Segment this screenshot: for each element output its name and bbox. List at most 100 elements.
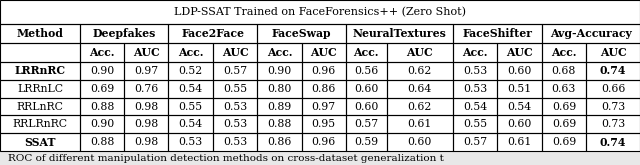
Text: 0.57: 0.57 xyxy=(354,119,378,129)
Text: 0.60: 0.60 xyxy=(508,119,532,129)
Bar xyxy=(213,62,257,80)
Bar xyxy=(497,43,541,62)
Text: Deepfakes: Deepfakes xyxy=(92,28,156,39)
Text: 0.53: 0.53 xyxy=(463,84,487,94)
Bar xyxy=(453,24,541,43)
Bar xyxy=(541,43,586,62)
Text: LRRnRC: LRRnRC xyxy=(14,65,65,76)
Text: AUC: AUC xyxy=(133,47,160,58)
Text: 0.55: 0.55 xyxy=(179,101,203,112)
Text: 0.57: 0.57 xyxy=(463,137,487,147)
Bar xyxy=(80,98,124,115)
Bar xyxy=(0,133,80,151)
Bar xyxy=(168,62,213,80)
Bar xyxy=(168,98,213,115)
Text: Acc.: Acc. xyxy=(267,47,292,58)
Bar xyxy=(80,133,124,151)
Text: 0.62: 0.62 xyxy=(408,66,432,76)
Bar xyxy=(301,98,346,115)
Bar xyxy=(257,62,301,80)
Text: 0.98: 0.98 xyxy=(134,101,159,112)
Text: 0.90: 0.90 xyxy=(90,119,114,129)
Text: 0.95: 0.95 xyxy=(312,119,336,129)
Bar xyxy=(213,115,257,133)
Text: 0.69: 0.69 xyxy=(552,119,576,129)
Bar xyxy=(586,98,640,115)
Bar xyxy=(387,62,453,80)
Bar xyxy=(541,43,586,62)
Bar xyxy=(497,62,541,80)
Text: 0.60: 0.60 xyxy=(508,66,532,76)
Bar xyxy=(0,80,80,98)
Text: RRLRnRC: RRLRnRC xyxy=(12,119,67,129)
Bar xyxy=(257,80,301,98)
Text: 0.53: 0.53 xyxy=(223,119,247,129)
Bar xyxy=(0,24,80,43)
Bar xyxy=(387,80,453,98)
Bar xyxy=(168,115,213,133)
Text: Face2Face: Face2Face xyxy=(181,28,244,39)
Text: 0.74: 0.74 xyxy=(600,65,626,76)
Bar xyxy=(124,80,168,98)
Text: 0.60: 0.60 xyxy=(354,84,378,94)
Text: AUC: AUC xyxy=(506,47,533,58)
Bar xyxy=(586,62,640,80)
Bar xyxy=(346,43,387,62)
Text: 0.88: 0.88 xyxy=(90,101,114,112)
Text: Method: Method xyxy=(17,28,63,39)
Bar xyxy=(346,98,387,115)
Bar xyxy=(453,115,497,133)
Text: 0.88: 0.88 xyxy=(267,119,292,129)
Bar xyxy=(586,43,640,62)
Bar xyxy=(541,80,586,98)
Text: 0.96: 0.96 xyxy=(312,137,336,147)
Bar xyxy=(586,80,640,98)
Bar xyxy=(346,115,387,133)
Bar xyxy=(497,115,541,133)
Bar xyxy=(124,43,168,62)
Bar xyxy=(387,43,453,62)
Bar xyxy=(80,80,124,98)
Bar xyxy=(346,80,387,98)
Bar xyxy=(541,62,586,80)
Bar xyxy=(0,80,80,98)
Bar xyxy=(346,62,387,80)
Text: Acc.: Acc. xyxy=(551,47,577,58)
Bar xyxy=(453,62,497,80)
Bar xyxy=(586,43,640,62)
Bar xyxy=(80,98,124,115)
Bar xyxy=(213,98,257,115)
Text: 0.69: 0.69 xyxy=(552,101,576,112)
Bar xyxy=(453,62,497,80)
Bar xyxy=(301,43,346,62)
Bar xyxy=(257,80,301,98)
Bar xyxy=(497,98,541,115)
Bar xyxy=(0,62,80,80)
Bar xyxy=(497,62,541,80)
Bar xyxy=(453,43,497,62)
Bar xyxy=(80,24,168,43)
Bar xyxy=(346,133,387,151)
Text: 0.61: 0.61 xyxy=(408,119,432,129)
Text: 0.96: 0.96 xyxy=(312,66,336,76)
Text: 0.69: 0.69 xyxy=(90,84,114,94)
Text: FaceShifter: FaceShifter xyxy=(462,28,532,39)
Text: 0.51: 0.51 xyxy=(508,84,532,94)
Bar xyxy=(301,98,346,115)
Bar xyxy=(0,62,80,80)
Bar xyxy=(586,133,640,151)
Text: 0.53: 0.53 xyxy=(223,137,247,147)
Bar xyxy=(346,98,387,115)
Text: FaceSwap: FaceSwap xyxy=(272,28,332,39)
Text: 0.88: 0.88 xyxy=(90,137,114,147)
Bar xyxy=(301,62,346,80)
Bar xyxy=(301,80,346,98)
Text: 0.89: 0.89 xyxy=(268,101,291,112)
Bar xyxy=(0,43,80,62)
Text: AUC: AUC xyxy=(310,47,337,58)
Bar xyxy=(0,0,640,24)
Bar xyxy=(257,115,301,133)
Bar xyxy=(586,115,640,133)
Bar xyxy=(346,24,453,43)
Text: Acc.: Acc. xyxy=(178,47,204,58)
